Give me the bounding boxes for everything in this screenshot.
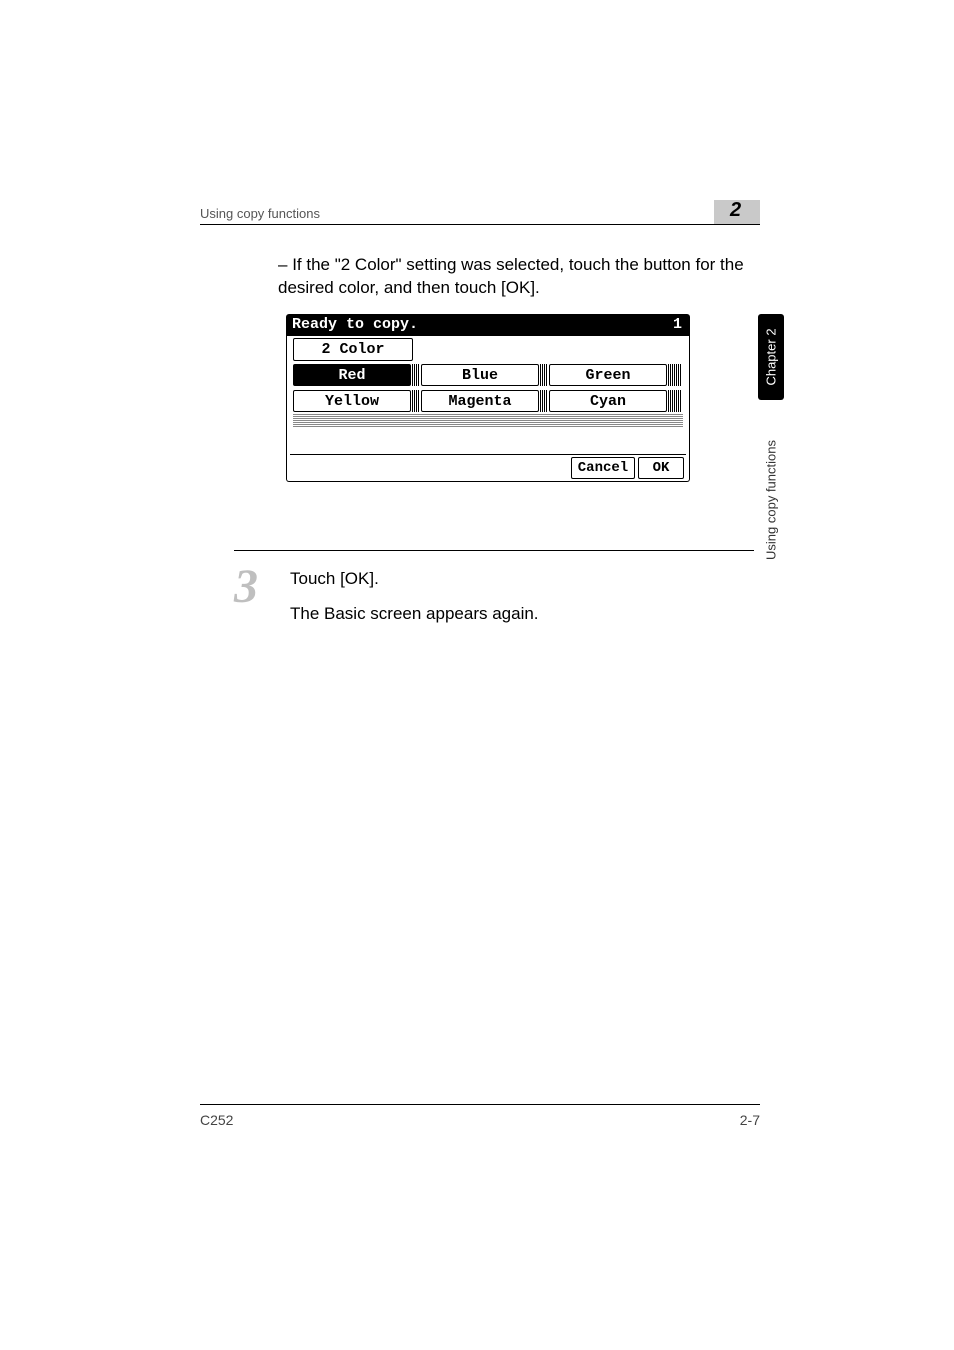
step-result: The Basic screen appears again. [290, 600, 754, 627]
step-number: 3 [234, 559, 258, 614]
lcd-status-bar: Ready to copy. 1 [286, 314, 690, 336]
lcd-status-text: Ready to copy. [292, 314, 418, 336]
lcd-action-row: Cancel OK [287, 454, 689, 479]
option-divider-icon [668, 390, 682, 412]
color-options-row-2: Yellow Magenta Cyan [293, 390, 683, 413]
bullet-dash: – [278, 255, 292, 274]
spacer [290, 592, 754, 600]
color-option-cyan[interactable]: Cyan [549, 390, 667, 412]
lcd-panel: Ready to copy. 1 2 Color Red Blue Green … [286, 314, 690, 482]
side-chapter-subtitle: Using copy functions [758, 410, 784, 590]
color-options-row-1: Red Blue Green [293, 364, 683, 387]
color-option-magenta[interactable]: Magenta [421, 390, 539, 412]
side-chapter-tab-label: Chapter 2 [764, 328, 779, 385]
bullet-text: If the "2 Color" setting was selected, t… [278, 255, 744, 297]
header-rule [200, 224, 760, 225]
instruction-bullet: – If the "2 Color" setting was selected,… [278, 254, 758, 300]
step-block: 3 Touch [OK]. The Basic screen appears a… [234, 550, 754, 627]
option-divider-icon [412, 390, 420, 412]
running-header: Using copy functions [200, 206, 320, 221]
lcd-spacer-hatch [293, 414, 683, 428]
color-option-red[interactable]: Red [293, 364, 411, 386]
option-divider-icon [540, 364, 548, 386]
option-divider-icon [412, 364, 420, 386]
footer-page: 2-7 [740, 1112, 760, 1128]
side-chapter-subtitle-label: Using copy functions [764, 440, 779, 560]
option-divider-icon [668, 364, 682, 386]
color-option-yellow[interactable]: Yellow [293, 390, 411, 412]
side-chapter-tab: Chapter 2 [758, 314, 784, 400]
footer-rule [200, 1104, 760, 1105]
cancel-button[interactable]: Cancel [571, 457, 635, 479]
color-option-blue[interactable]: Blue [421, 364, 539, 386]
option-divider-icon [540, 390, 548, 412]
chapter-number: 2 [730, 199, 741, 222]
lcd-action-row-divider [290, 454, 686, 455]
footer-model: C252 [200, 1112, 233, 1128]
lcd-subtitle: 2 Color [293, 338, 413, 361]
ok-button[interactable]: OK [638, 457, 684, 479]
color-option-green[interactable]: Green [549, 364, 667, 386]
lcd-count: 1 [673, 314, 682, 336]
step-instruction: Touch [OK]. [290, 565, 754, 592]
